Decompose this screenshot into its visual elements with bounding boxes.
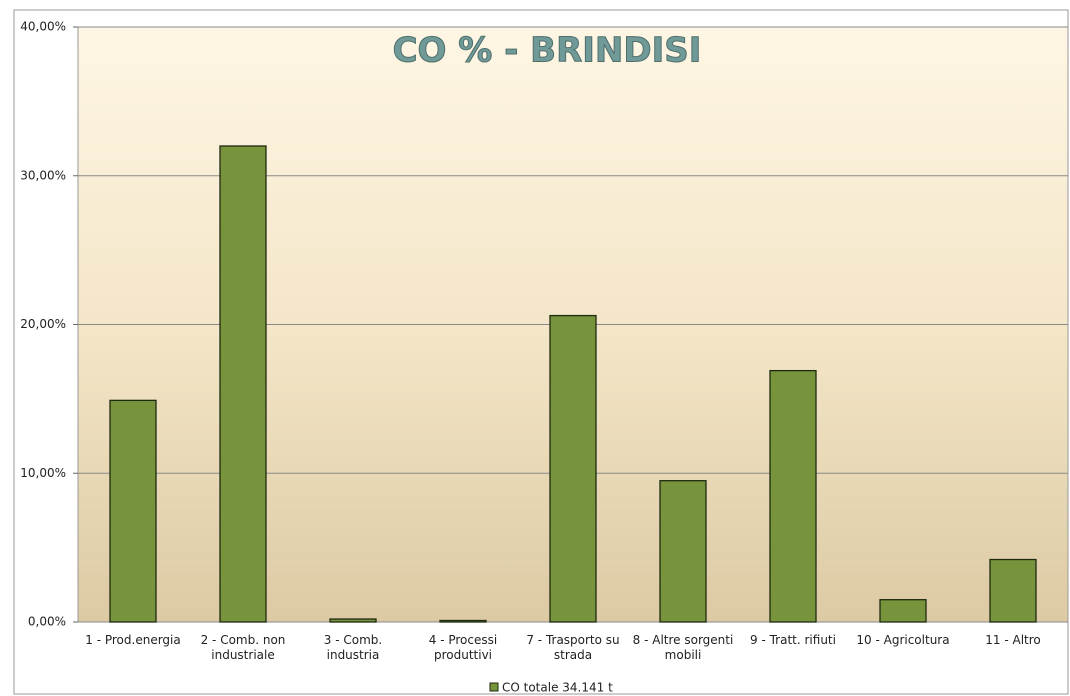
legend-swatch bbox=[489, 682, 499, 692]
bar bbox=[879, 599, 927, 623]
bar bbox=[549, 314, 597, 623]
x-tick-label: 2 - Comb. non industriale bbox=[200, 633, 286, 662]
x-tick-label: 8 - Altre sorgenti mobili bbox=[632, 633, 734, 662]
y-tick-label: 10,00% bbox=[20, 466, 66, 480]
x-tick-label: 11 - Altro bbox=[985, 633, 1041, 647]
bar bbox=[989, 558, 1037, 623]
y-tick-label: 0,00% bbox=[28, 615, 66, 629]
chart-title: CO % - BRINDISI bbox=[393, 31, 702, 71]
x-tick-label: 4 - Processi produttivi bbox=[428, 633, 498, 662]
y-tick-label: 40,00% bbox=[20, 20, 66, 34]
bar bbox=[659, 480, 707, 623]
y-tick-label: 30,00% bbox=[20, 168, 66, 182]
x-tick-label: 10 - Agricoltura bbox=[856, 633, 950, 647]
x-tick-label: 7 - Trasporto su strada bbox=[526, 633, 620, 662]
x-tick-label: 1 - Prod.energia bbox=[85, 633, 181, 647]
bar bbox=[109, 399, 157, 623]
x-tick-label: 9 - Tratt. rifiuti bbox=[750, 633, 836, 647]
bar bbox=[439, 619, 487, 623]
y-tick-label: 20,00% bbox=[20, 317, 66, 331]
legend-label: CO totale 34.141 t bbox=[502, 681, 613, 695]
bar bbox=[769, 369, 817, 623]
bar bbox=[329, 618, 377, 623]
x-tick-label: 3 - Comb. industria bbox=[323, 633, 383, 662]
bar bbox=[219, 145, 267, 623]
